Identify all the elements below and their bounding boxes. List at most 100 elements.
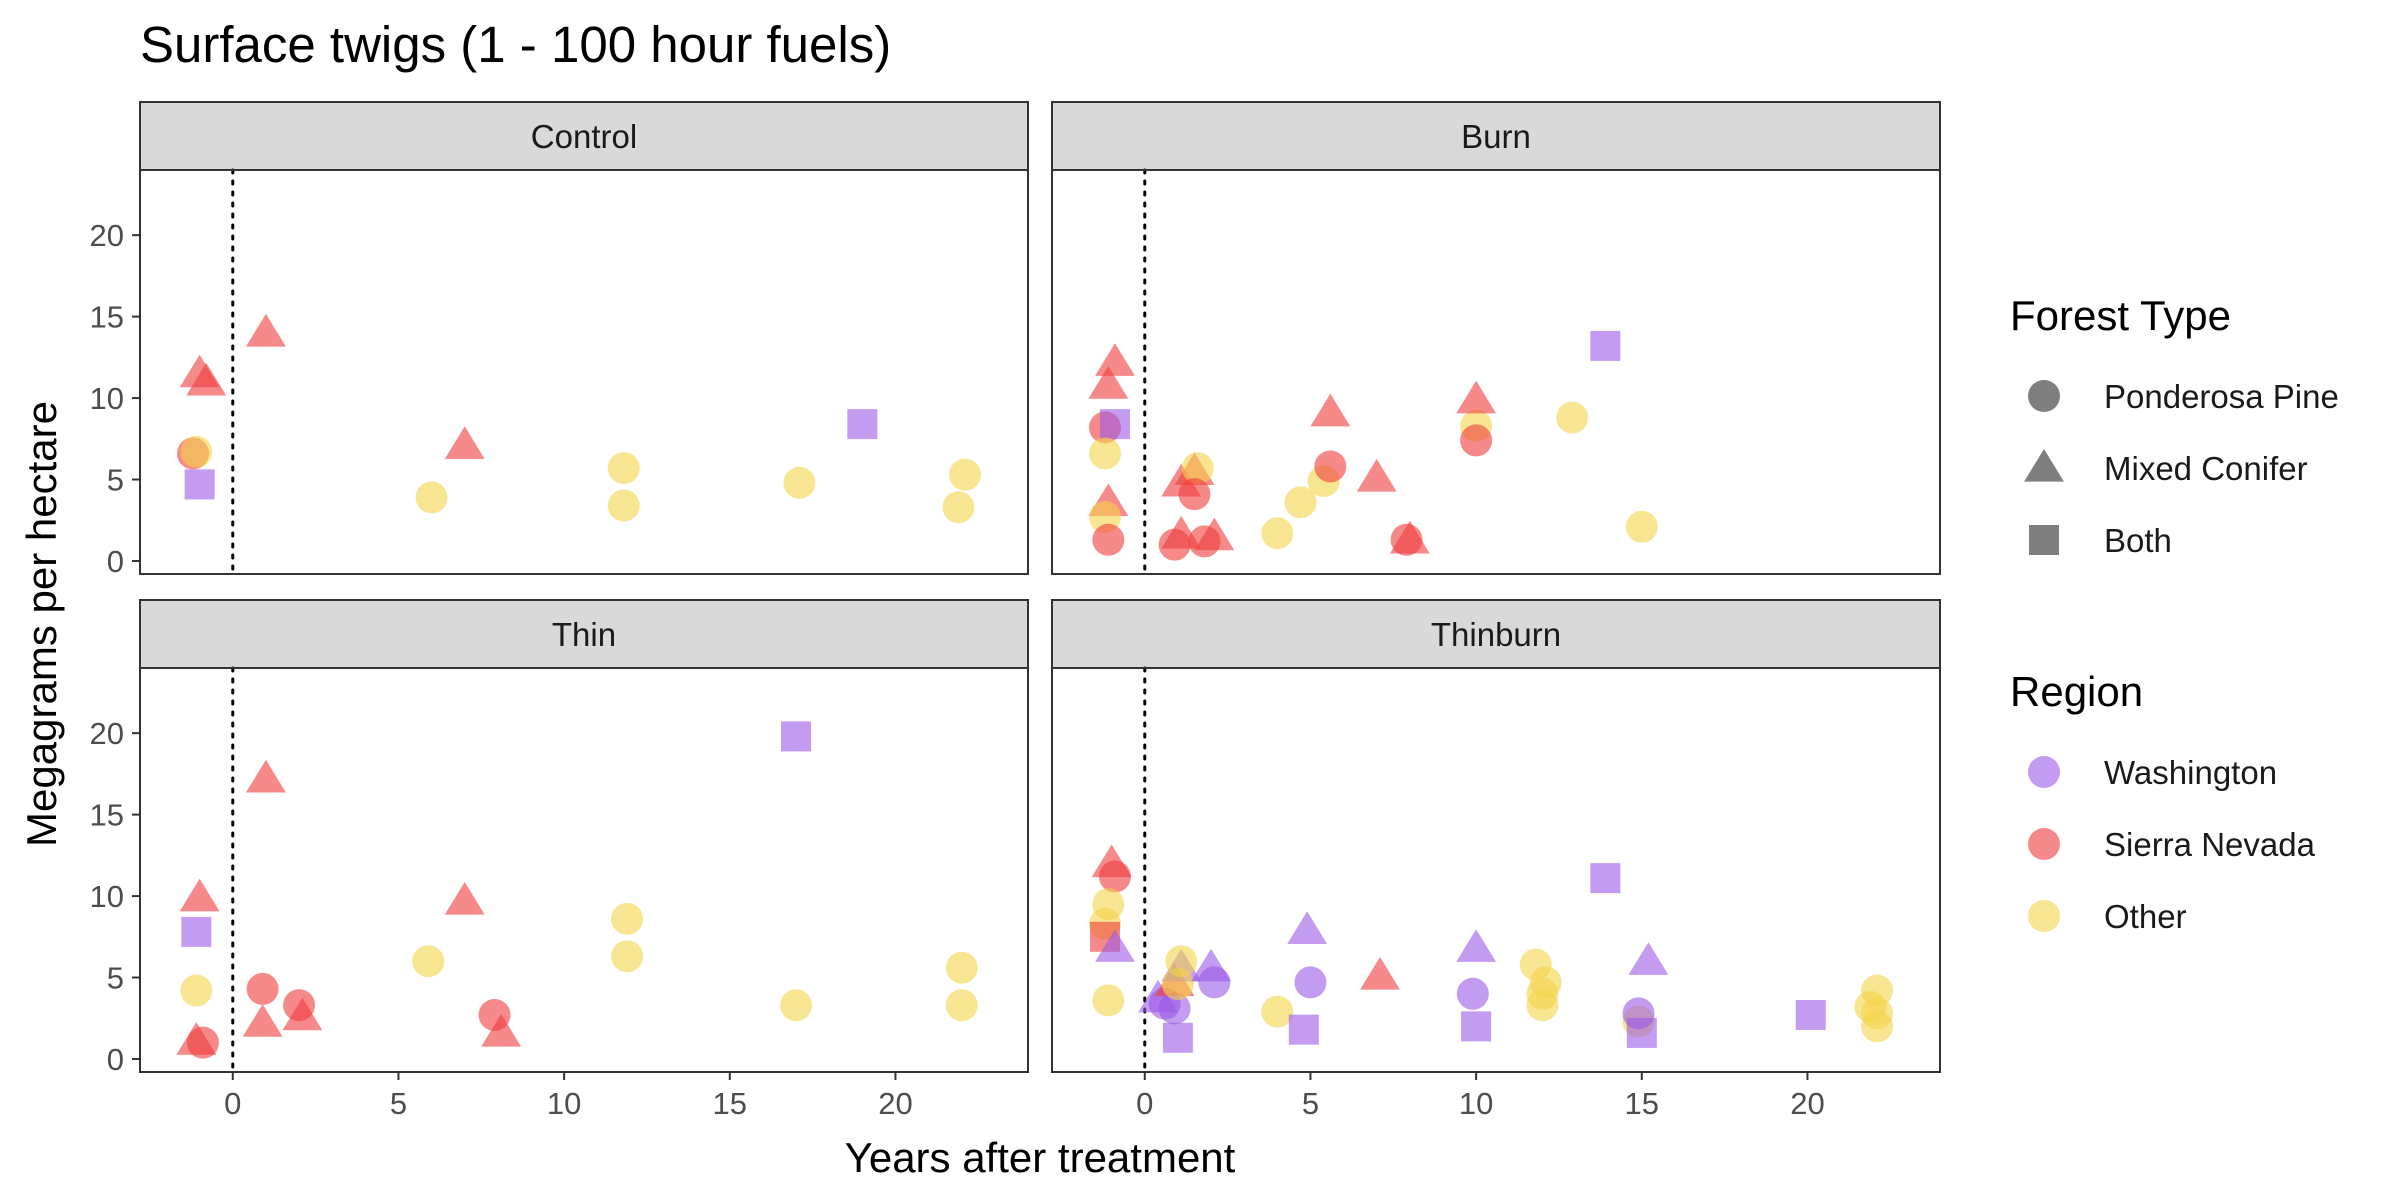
panel-strip-burn — [1051, 101, 1941, 171]
data-point — [180, 974, 213, 1007]
data-point — [1089, 437, 1122, 470]
data-point — [1261, 995, 1294, 1028]
legend-key-region — [2028, 756, 2060, 788]
panel-strip-label: Thin — [552, 616, 616, 653]
data-point — [282, 997, 323, 1031]
y-tick-label: 5 — [107, 463, 124, 498]
data-point — [181, 916, 212, 947]
x-tick-label: 15 — [1625, 1086, 1659, 1121]
y-tick-label: 10 — [90, 381, 124, 416]
data-point — [1198, 966, 1231, 999]
data-point — [242, 1004, 283, 1037]
data-point — [1294, 966, 1327, 999]
data-point — [1088, 366, 1129, 399]
data-point — [1360, 956, 1400, 990]
legend-group: Forest Type Ponderosa Pine Mixed Conifer Bo… — [2010, 292, 2339, 935]
legend-label: Washington — [2104, 754, 2277, 791]
data-point — [1194, 517, 1235, 551]
data-point — [415, 481, 448, 514]
x-tick-label: 5 — [390, 1086, 407, 1121]
y-tick-label: 15 — [90, 300, 124, 335]
panel-control: Control 0 5 10 15 20 — [90, 101, 1029, 579]
panel-strip-thin — [139, 599, 1029, 669]
y-tick-label: 0 — [107, 544, 124, 579]
points-group — [1088, 330, 1658, 561]
panel-border — [1051, 169, 1941, 575]
data-point — [444, 426, 485, 459]
data-point — [1287, 911, 1328, 944]
data-point — [611, 902, 644, 935]
data-point — [1389, 520, 1430, 554]
data-point — [1178, 478, 1211, 511]
panel-burn: Burn — [1051, 101, 1941, 576]
data-point — [1795, 999, 1826, 1030]
panel-thin: Thin 0 5 10 15 20 0 5 10 15 20 — [90, 599, 1029, 1121]
panel-border — [1051, 667, 1941, 1073]
data-point — [847, 409, 878, 440]
data-point — [945, 989, 978, 1022]
data-point — [607, 489, 640, 522]
y-tick-label: 15 — [90, 798, 124, 833]
data-point — [1526, 989, 1559, 1022]
data-point — [945, 951, 978, 984]
data-point — [186, 1026, 219, 1059]
x-axis-title: Years after treatment — [845, 1134, 1236, 1181]
data-point — [1092, 523, 1125, 556]
legend-label: Sierra Nevada — [2104, 826, 2316, 863]
data-point — [1861, 1010, 1894, 1043]
data-point — [942, 491, 975, 524]
data-point — [1461, 1011, 1492, 1042]
legend-label: Other — [2104, 898, 2187, 935]
panel-plot-area — [140, 668, 1028, 1072]
data-point — [1626, 1017, 1657, 1048]
panel-strip-label: Burn — [1461, 118, 1531, 155]
panel-thinburn: Thinburn 0 5 10 15 20 — [1051, 599, 1941, 1121]
legend-key-square — [2029, 525, 2059, 555]
legend-label: Mixed Conifer — [2104, 450, 2308, 487]
panel-plot-area — [140, 170, 1028, 574]
panel-plot-area — [1052, 170, 1940, 574]
data-point — [611, 940, 644, 973]
data-point — [780, 989, 813, 1022]
data-point — [1460, 424, 1493, 457]
panel-plot-area — [1052, 668, 1940, 1072]
data-point — [481, 1013, 522, 1047]
x-tick-label: 10 — [547, 1086, 581, 1121]
y-tick-label: 10 — [90, 879, 124, 914]
legend-key-region — [2028, 828, 2060, 860]
legend-key-region — [2028, 900, 2060, 932]
x-tick-label: 0 — [224, 1086, 241, 1121]
chart-title: Surface twigs (1 - 100 hour fuels) — [140, 16, 891, 73]
data-point — [179, 878, 220, 912]
data-point — [1284, 486, 1317, 519]
data-point — [1095, 929, 1135, 962]
panel-strip-thinburn — [1051, 599, 1941, 669]
data-point — [180, 435, 213, 468]
legend-key-triangle — [2024, 449, 2064, 482]
data-point — [1310, 393, 1351, 427]
data-point — [245, 313, 286, 347]
data-point — [1099, 409, 1130, 440]
data-point — [1261, 517, 1294, 550]
legend-label: Ponderosa Pine — [2104, 378, 2339, 415]
data-point — [444, 881, 485, 915]
x-tick-label: 5 — [1302, 1086, 1319, 1121]
x-tick-label: 20 — [1790, 1086, 1824, 1121]
panel-border — [139, 667, 1029, 1073]
data-point — [607, 452, 640, 485]
data-point — [1556, 401, 1589, 434]
data-point — [1625, 510, 1658, 543]
panel-strip-label: Thinburn — [1431, 616, 1561, 653]
x-tick-label: 0 — [1136, 1086, 1153, 1121]
data-point — [245, 759, 286, 793]
y-axis-title: Megagrams per hectare — [18, 401, 65, 847]
legend-title-region: Region — [2010, 668, 2143, 715]
data-point — [1456, 929, 1497, 962]
y-tick-label: 20 — [90, 218, 124, 253]
legend-key-circle — [2028, 380, 2060, 412]
data-point — [1314, 450, 1347, 483]
data-point — [1161, 968, 1194, 1001]
data-point — [1288, 1014, 1319, 1045]
